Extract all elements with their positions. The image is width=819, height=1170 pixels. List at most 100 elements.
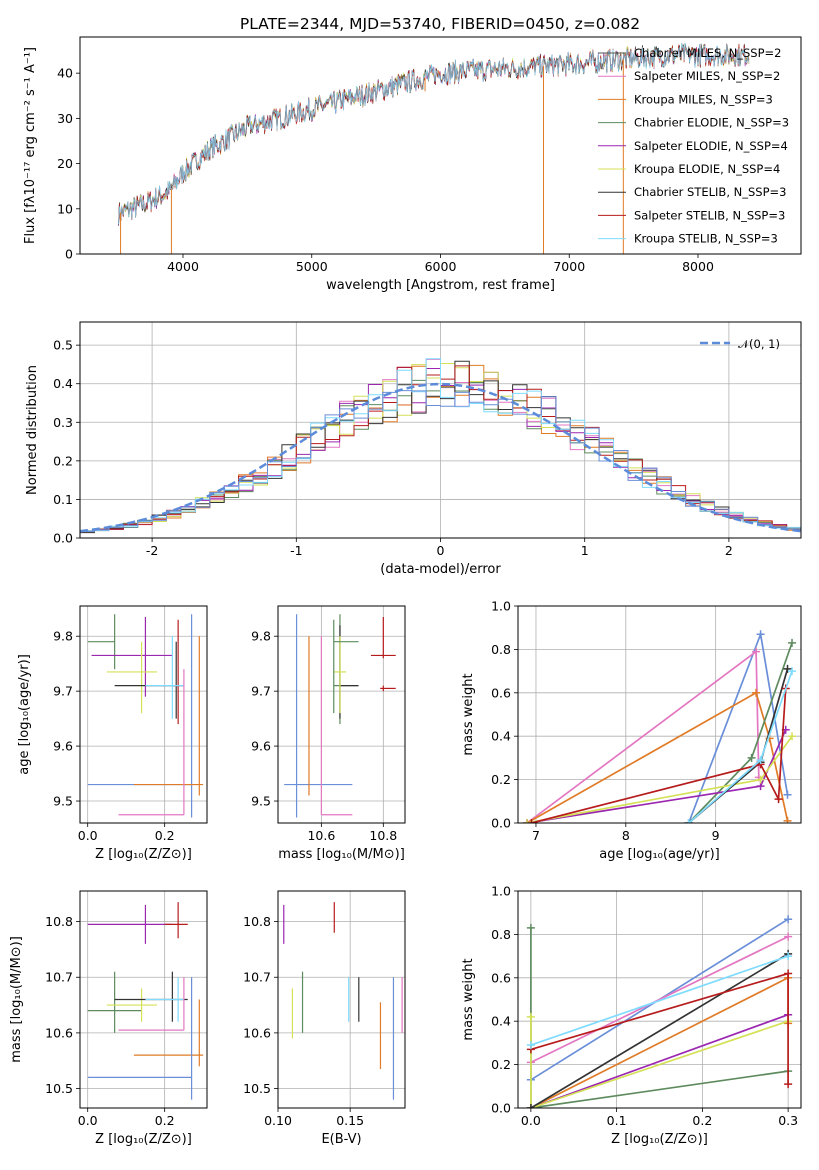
- axes-frame: [517, 605, 802, 824]
- y-tick-label: 9.6: [251, 739, 271, 754]
- y-tick-label: 0.0: [491, 816, 511, 831]
- data-point: [114, 641, 181, 719]
- weight-series: [526, 952, 793, 1050]
- y-tick-label: 10.6: [45, 1025, 73, 1040]
- y-tick-label: 1.0: [491, 599, 511, 614]
- x-tick-label: -1: [290, 543, 302, 558]
- x-tick-label: 0.2: [155, 1113, 175, 1128]
- x-tick-label: 6000: [425, 259, 457, 274]
- weight-series: [526, 932, 793, 1067]
- y-tick-label: 10.5: [243, 1081, 271, 1096]
- y-tick-label: 9.8: [53, 629, 73, 644]
- weight-marker: [526, 923, 535, 932]
- weight-marker: [783, 816, 792, 823]
- weight-marker: [752, 647, 761, 656]
- y-tick-label: 0.5: [53, 338, 73, 353]
- y-tick-label: 10.5: [45, 1081, 73, 1096]
- axes-frame: [277, 605, 406, 824]
- weight-marker: [526, 1041, 535, 1050]
- data-point: [333, 619, 359, 714]
- x-tick-label: 0.0: [78, 1113, 98, 1128]
- axes-frame: [517, 890, 802, 1109]
- legend-label: Salpeter STELIB, N_SSP=3: [634, 208, 785, 222]
- data-point: [370, 616, 396, 659]
- x-tick-label: 8: [622, 828, 630, 843]
- x-tick-label: 0.3: [778, 1113, 798, 1128]
- data-point: [87, 614, 116, 670]
- weight-marker: [684, 819, 693, 823]
- y-tick-label: 9.5: [53, 794, 73, 809]
- weight-marker: [756, 756, 765, 765]
- y-axis-label: age [log₁₀(age/yr)]: [17, 654, 32, 775]
- y-tick-label: 0.3: [53, 415, 73, 430]
- legend-label: Kroupa ELODIE, N_SSP=4: [634, 162, 780, 176]
- weight-line: [688, 670, 793, 823]
- weight-line: [530, 953, 789, 1108]
- legend-label: Chabrier STELIB, N_SSP=3: [634, 185, 786, 199]
- panel-age_vs_mass: 10.6 10.8 9.5 9.6 9.7 9.8 mass [log₁₀(M/M⊙)]: [251, 605, 406, 862]
- weight-marker: [526, 1104, 535, 1108]
- y-tick-label: 10.8: [45, 914, 73, 929]
- plot-area: [277, 891, 405, 1108]
- y-tick-label: 0.0: [491, 1101, 511, 1116]
- y-tick-label: 10.8: [243, 914, 271, 929]
- data-point: [91, 616, 173, 697]
- y-tick-label: 0.2: [491, 1057, 511, 1072]
- clipped-marks: [87, 902, 204, 1100]
- legend-label: Salpeter MILES, N_SSP=2: [634, 69, 780, 83]
- weight-line: [530, 935, 789, 1064]
- x-tick-label: 1: [581, 543, 589, 558]
- y-tick-label: 0.2: [53, 453, 73, 468]
- x-tick-label: 0: [437, 543, 445, 558]
- x-axis-label: wavelength [Angstrom, rest frame]: [326, 278, 555, 293]
- panel-residuals: -2 -1 0 1 2 0.0 0.1 0.2 0.3 0.4 0.5 (data-model)/er…: [25, 321, 802, 577]
- x-tick-label: 0.1: [607, 1113, 627, 1128]
- data-point: [87, 904, 173, 944]
- figure-title: PLATE=2344, MJD=53740, FIBERID=0450, z=0…: [240, 15, 640, 33]
- weight-marker: [784, 952, 793, 961]
- x-tick-label: 2: [725, 543, 733, 558]
- weight-series: [526, 969, 793, 1089]
- legend-label: Kroupa STELIB, N_SSP=3: [634, 232, 778, 246]
- plot-area: [80, 606, 207, 823]
- weight-marker: [788, 732, 797, 741]
- weight-series: [526, 973, 793, 1108]
- x-axis-label: Z [log₁₀(Z/Z⊙)]: [611, 1132, 708, 1147]
- x-tick-label: 0.10: [264, 1113, 292, 1128]
- legend-label: Kroupa MILES, N_SSP=3: [634, 92, 773, 106]
- panel-weight_vs_age: 7 8 9 0.0 0.2 0.4 0.6 0.8 1.0 age [log₁₀(age/yr)]…: [461, 599, 802, 862]
- weight-line: [526, 729, 787, 823]
- data-point: [333, 636, 347, 714]
- clipped-marks: [80, 358, 801, 534]
- clipped-marks: [284, 614, 396, 818]
- data-point: [172, 619, 184, 725]
- clipped-marks: [526, 915, 793, 1108]
- weight-line: [530, 955, 789, 1046]
- x-tick-label: 10.6: [307, 828, 335, 843]
- x-tick-label: 0.15: [336, 1113, 364, 1128]
- panel-mass_vs_EBV: 0.10 0.15 10.5 10.6 10.7 10.8 E(B-V): [243, 890, 406, 1147]
- weight-marker: [784, 932, 793, 941]
- y-axis-label: mass weight: [461, 958, 476, 1040]
- y-tick-label: 9.7: [53, 684, 73, 699]
- clipped-marks: [522, 630, 797, 823]
- y-tick-label: 1.0: [491, 884, 511, 899]
- y-tick-label: 0.2: [491, 772, 511, 787]
- weight-series: [526, 923, 793, 1108]
- spectrum-line: [118, 43, 750, 225]
- data-point: [145, 636, 184, 719]
- x-tick-label: 5000: [296, 259, 328, 274]
- y-axis-label: mass weight: [461, 673, 476, 755]
- x-tick-label: -2: [146, 543, 158, 558]
- axes-frame: [79, 605, 208, 824]
- data-point: [106, 988, 157, 1022]
- x-tick-label: 0.0: [78, 828, 98, 843]
- weight-series: [526, 949, 793, 1108]
- x-tick-label: 9: [712, 828, 720, 843]
- weight-series: [527, 684, 790, 823]
- weight-series: [684, 667, 797, 823]
- legend-label: 𝒩(0, 1): [738, 337, 780, 351]
- weight-marker: [784, 1080, 793, 1089]
- weight-marker: [527, 819, 536, 823]
